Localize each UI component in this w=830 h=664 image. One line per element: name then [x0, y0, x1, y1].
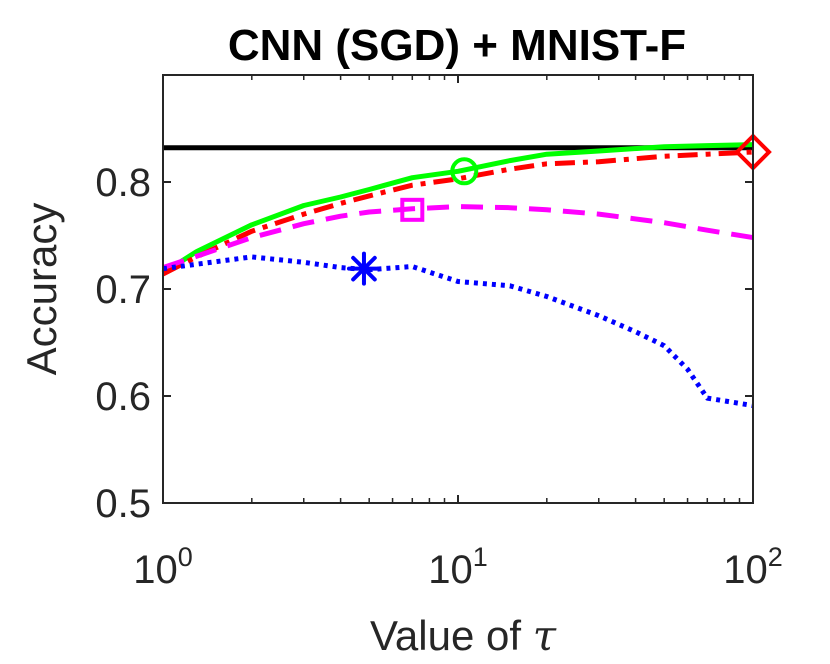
plot-series	[161, 142, 754, 409]
y-tick-label: 0.5	[95, 482, 151, 526]
y-tick-label: 0.6	[95, 375, 151, 419]
x-tick-base: 10	[133, 548, 178, 592]
series-line-red-dashdot	[161, 149, 754, 277]
x-tick-exponent: 2	[768, 542, 783, 572]
x-tick-base: 10	[428, 548, 473, 592]
series-line-green-solid	[161, 142, 754, 276]
x-tick-label: 101	[428, 542, 488, 592]
plot-frame	[162, 74, 754, 504]
x-tick-base: 10	[723, 548, 768, 592]
series-line-magenta-dashed	[162, 204, 754, 270]
marker-blue-dotted	[346, 251, 381, 286]
x-axis-label-text: Value of	[370, 612, 521, 659]
x-axis-label: Value of τ	[370, 611, 557, 660]
chart-title: CNN (SGD) + MNIST-F	[228, 21, 686, 70]
x-tick-label: 100	[133, 542, 193, 592]
y-axis-label: Accuracy	[18, 203, 65, 376]
x-tick-label: 102	[723, 542, 783, 592]
tau-symbol: τ	[533, 611, 557, 660]
asterisk-stroke	[351, 255, 377, 282]
plot-markers	[346, 133, 772, 286]
marker-magenta-dashed	[400, 197, 425, 222]
x-tick-exponent: 0	[178, 542, 193, 572]
series-line-blue-dotted	[162, 254, 754, 409]
x-tick-exponent: 1	[473, 542, 488, 572]
y-tick-label: 0.8	[95, 161, 151, 205]
y-tick-label: 0.7	[95, 268, 151, 312]
marker-green-solid	[450, 157, 479, 186]
